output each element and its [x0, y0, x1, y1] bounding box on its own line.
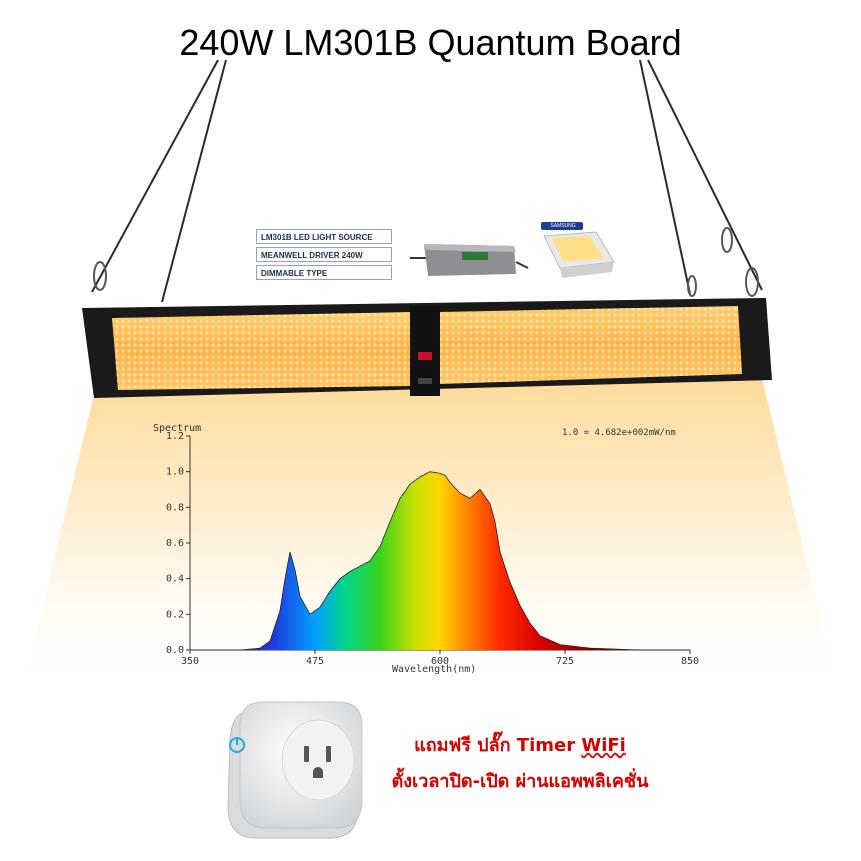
y-tick-label: 0.2 [166, 609, 184, 620]
y-tick-label: 1.0 [166, 467, 184, 478]
chart-ticks: 350 475 600 725 850 0.0 0.2 0.4 0.6 0.8 1.0 1.2 [166, 431, 699, 667]
x-tick-label: 350 [181, 656, 199, 667]
y-tick-label: 1.2 [166, 431, 184, 442]
chart-annotation: 1.0 = 4.682e+002mW/nm [562, 428, 676, 438]
samsung-logo: SAMSUNG [550, 223, 576, 229]
y-tick-label: 0.6 [166, 538, 184, 549]
hanging-cables [91, 59, 763, 303]
chart-ylabel: Spectrum [153, 423, 201, 434]
y-tick-label: 0.0 [166, 645, 184, 656]
x-tick-label: 725 [556, 656, 574, 667]
promo-free-plug: แถมฟรี ปลั๊ก Timer WiFi [330, 730, 710, 759]
spec-light-source: LM301B LED LIGHT SOURCE [256, 229, 392, 244]
cable-clips [93, 227, 759, 297]
samsung-led-chip-image [541, 222, 615, 278]
chart-xlabel: Wavelength(nm) [392, 664, 476, 675]
spectrum-series-line [239, 471, 690, 651]
promo-free-plug-text: แถมฟรี ปลั๊ก Timer [414, 735, 582, 756]
y-tick-label: 0.4 [166, 574, 184, 585]
y-tick-label: 0.8 [166, 502, 184, 513]
spectrum-series-area [240, 471, 690, 650]
spec-driver: MEANWELL DRIVER 240W [256, 247, 392, 262]
spec-type: DIMMABLE TYPE [256, 265, 392, 280]
promo-wifi-word: WiFi [581, 735, 626, 756]
page-title: 240W LM301B Quantum Board [179, 22, 682, 63]
x-tick-label: 475 [306, 656, 324, 667]
x-tick-label: 600 [431, 656, 449, 667]
meanwell-driver-image [410, 244, 529, 276]
promo-schedule: ตั้งเวลาปิด-เปิด ผ่านแอพพลิเคชั่น [391, 771, 649, 792]
x-tick-label: 850 [681, 656, 699, 667]
